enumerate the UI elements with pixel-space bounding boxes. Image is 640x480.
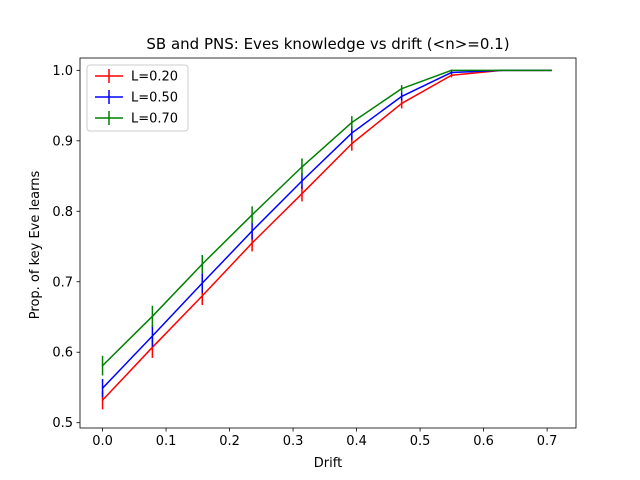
- legend-label: L=0.50: [131, 91, 178, 106]
- series-line: [102, 69, 552, 389]
- series-L=0.70: [101, 69, 553, 376]
- data-point: [400, 95, 403, 98]
- data-point: [301, 166, 303, 168]
- data-point: [101, 364, 104, 367]
- data-point: [550, 69, 553, 72]
- data-point: [151, 335, 154, 337]
- x-tick-label: 0.6: [473, 434, 494, 449]
- x-tick-label: 0.5: [410, 434, 431, 449]
- x-tick-label: 0.3: [283, 434, 304, 449]
- data-point: [251, 214, 253, 216]
- data-point: [151, 315, 154, 318]
- y-tick-label: 1.0: [52, 64, 73, 79]
- data-point: [251, 230, 253, 232]
- tick-layer: 0.0 0.1 0.2 0.3 0.4 0.5 0.6 0.7 0.5 0.6 0.7 0.8 0.9 1…: [52, 64, 557, 449]
- x-tick-label: 0.0: [92, 434, 113, 449]
- legend-entry: L=0.70: [95, 111, 178, 127]
- y-tick-label: 0.8: [52, 205, 73, 220]
- y-axis-label: Prop. of key Eve learns: [28, 171, 43, 320]
- data-point: [101, 399, 104, 401]
- data-point: [400, 87, 403, 90]
- y-tick-label: 0.9: [52, 134, 73, 149]
- data-point: [351, 121, 353, 124]
- data-point: [450, 69, 453, 72]
- x-tick-label: 0.4: [346, 434, 367, 449]
- series-L=0.50: [101, 69, 553, 398]
- series-line: [102, 69, 552, 401]
- series-line: [102, 69, 552, 367]
- data-point: [500, 69, 503, 72]
- data-point: [201, 295, 204, 297]
- y-tick-label: 0.6: [52, 346, 73, 361]
- legend-items: L=0.20 L=0.50 L=0.70: [95, 69, 178, 127]
- x-axis-label: Drift: [314, 456, 342, 471]
- data-point: [201, 282, 204, 284]
- x-tick-label: 0.1: [156, 434, 177, 449]
- plot-frame: [79, 57, 577, 429]
- chart-title: SB and PNS: Eves knowledge vs drift (<n>…: [146, 35, 509, 53]
- data-point: [251, 242, 253, 244]
- y-tick-label: 0.5: [52, 416, 73, 431]
- data-point: [351, 132, 353, 134]
- legend-label: L=0.70: [131, 112, 178, 127]
- data-point: [450, 74, 453, 77]
- data-point: [301, 192, 303, 195]
- data-point: [450, 71, 453, 74]
- data-point: [301, 180, 303, 182]
- x-tick-label: 0.2: [219, 434, 240, 449]
- legend-box: [86, 64, 189, 132]
- data-point: [151, 346, 154, 349]
- data-layer: [101, 69, 553, 410]
- legend-label: L=0.20: [131, 70, 178, 85]
- y-tick-label: 0.7: [52, 275, 73, 290]
- x-tick-label: 0.7: [537, 434, 558, 449]
- data-point: [400, 102, 403, 105]
- legend: L=0.20 L=0.50 L=0.70: [86, 64, 189, 132]
- data-point: [351, 142, 353, 145]
- data-point: [201, 263, 204, 265]
- data-point: [101, 387, 104, 389]
- legend-entry: L=0.50: [95, 90, 178, 106]
- legend-entry: L=0.20: [95, 69, 178, 85]
